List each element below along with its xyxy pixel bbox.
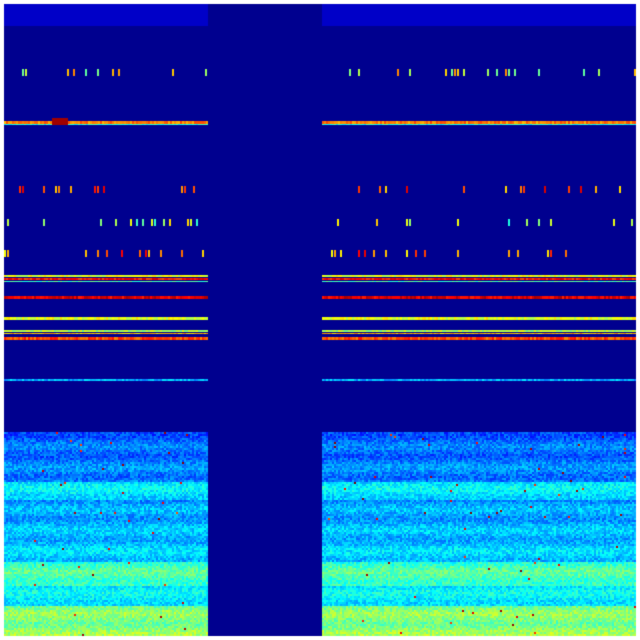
spectrogram-canvas — [0, 0, 640, 640]
spectrogram-image — [0, 0, 640, 640]
